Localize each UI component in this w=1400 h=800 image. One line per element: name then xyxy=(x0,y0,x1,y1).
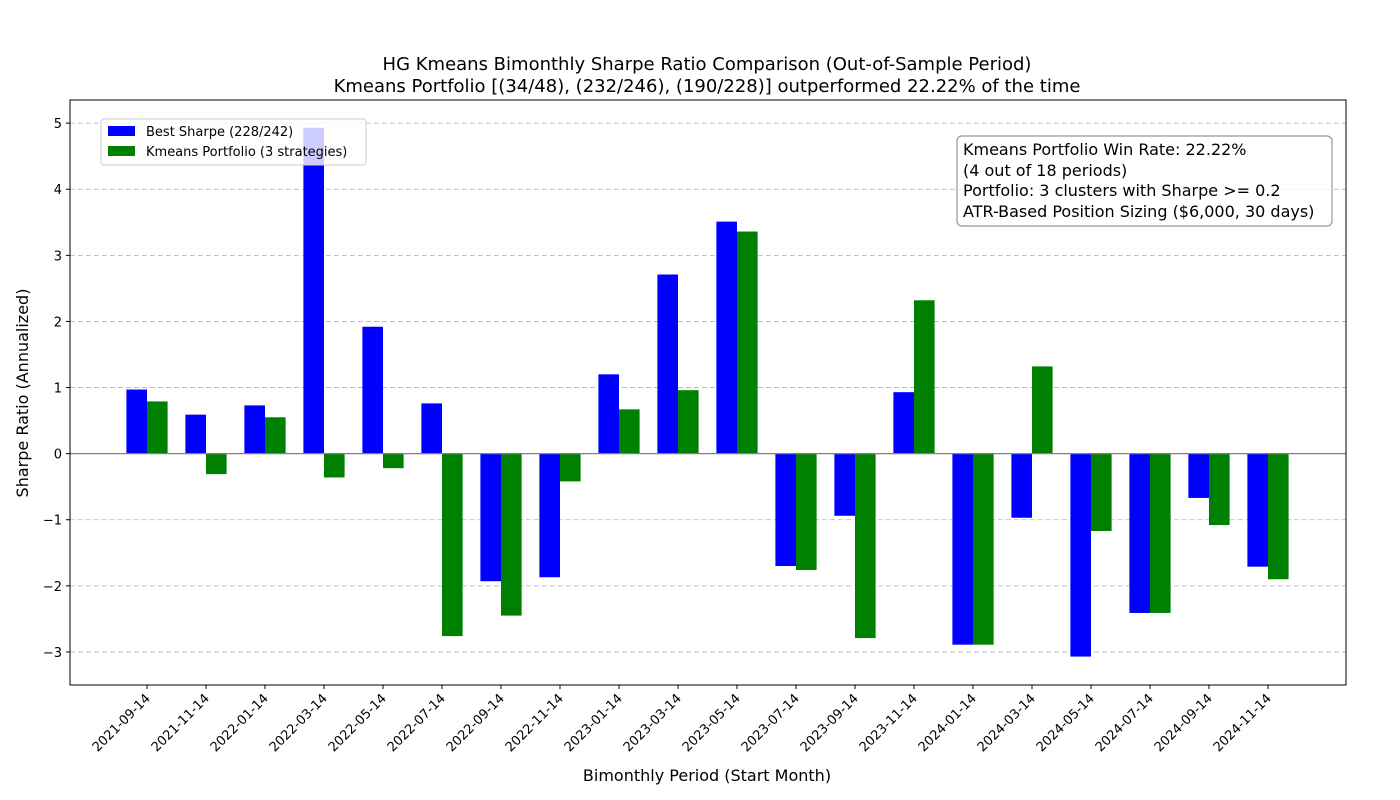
bar-kmeans-portfolio xyxy=(442,453,463,637)
bar-kmeans-portfolio xyxy=(855,453,876,639)
y-tick-label: 0 xyxy=(54,448,62,463)
bar-best-sharpe xyxy=(775,453,796,567)
bar-best-sharpe xyxy=(244,405,265,454)
x-tick-label: 2024-07-14 xyxy=(1093,691,1157,755)
bar-kmeans-portfolio xyxy=(1268,453,1289,580)
bar-best-sharpe xyxy=(421,403,442,454)
legend: Best Sharpe (228/242) Kmeans Portfolio (… xyxy=(100,118,367,166)
bar-kmeans-portfolio xyxy=(1209,453,1230,526)
bar-best-sharpe xyxy=(539,453,560,578)
bar-kmeans-portfolio xyxy=(796,453,817,570)
bar-best-sharpe xyxy=(126,389,147,454)
y-tick-label: 1 xyxy=(54,382,62,397)
x-tick-label: 2024-11-14 xyxy=(1211,691,1275,755)
legend-box xyxy=(100,118,367,166)
legend-label-best-sharpe: Best Sharpe (228/242) xyxy=(146,125,293,140)
info-line-win-rate: Kmeans Portfolio Win Rate: 22.22% xyxy=(963,140,1247,159)
bar-kmeans-portfolio xyxy=(501,453,522,616)
x-tick-label: 2022-11-14 xyxy=(503,691,567,755)
y-axis-label: Sharpe Ratio (Annualized) xyxy=(13,289,32,498)
x-axis: 2021-09-142021-11-142022-01-142022-03-14… xyxy=(90,685,1275,755)
y-tick-label: 3 xyxy=(54,249,62,264)
legend-swatch-kmeans xyxy=(108,146,135,156)
x-tick-label: 2024-03-14 xyxy=(975,691,1039,755)
bar-kmeans-portfolio xyxy=(678,390,699,454)
x-tick-label: 2023-05-14 xyxy=(680,691,744,755)
x-tick-label: 2023-09-14 xyxy=(798,691,862,755)
info-line-periods: (4 out of 18 periods) xyxy=(963,161,1127,180)
x-tick-label: 2023-03-14 xyxy=(621,691,685,755)
legend-swatch-best-sharpe xyxy=(108,126,135,136)
x-tick-label: 2022-09-14 xyxy=(444,691,508,755)
bar-kmeans-portfolio xyxy=(1032,366,1053,454)
bar-kmeans-portfolio xyxy=(383,453,404,469)
bars xyxy=(126,127,1289,657)
bar-kmeans-portfolio xyxy=(737,231,758,454)
plot-frame xyxy=(69,99,1347,686)
y-tick-label: −1 xyxy=(43,514,62,529)
bar-kmeans-portfolio xyxy=(560,453,581,482)
chart-title: HG Kmeans Bimonthly Sharpe Ratio Compari… xyxy=(383,54,1032,75)
bar-kmeans-portfolio xyxy=(147,401,168,454)
x-tick-label: 2024-01-14 xyxy=(916,691,980,755)
bar-best-sharpe xyxy=(657,274,678,454)
bar-best-sharpe xyxy=(893,392,914,454)
bar-best-sharpe xyxy=(1247,453,1268,567)
bar-best-sharpe xyxy=(598,374,619,454)
y-tick-label: −3 xyxy=(43,646,62,661)
bar-kmeans-portfolio xyxy=(324,453,345,478)
chart-subtitle: Kmeans Portfolio [(34/48), (232/246), (1… xyxy=(334,76,1081,97)
bar-best-sharpe xyxy=(834,453,855,516)
bar-best-sharpe xyxy=(1188,453,1209,498)
bar-kmeans-portfolio xyxy=(265,417,286,454)
x-tick-label: 2022-03-14 xyxy=(267,691,331,755)
bar-kmeans-portfolio xyxy=(914,300,935,454)
bar-kmeans-portfolio xyxy=(1091,453,1112,531)
y-tick-label: 4 xyxy=(54,183,62,198)
x-tick-label: 2021-11-14 xyxy=(149,691,213,755)
y-tick-label: 2 xyxy=(54,315,62,330)
bar-kmeans-portfolio xyxy=(973,453,994,645)
legend-label-kmeans: Kmeans Portfolio (3 strategies) xyxy=(146,145,347,160)
bar-best-sharpe xyxy=(1129,453,1150,613)
info-box-frame xyxy=(956,135,1333,227)
bar-best-sharpe xyxy=(1011,453,1032,518)
bar-best-sharpe xyxy=(362,326,383,454)
x-tick-label: 2022-01-14 xyxy=(208,691,272,755)
x-tick-label: 2022-07-14 xyxy=(385,691,449,755)
bar-best-sharpe xyxy=(716,221,737,454)
bar-kmeans-portfolio xyxy=(206,453,227,475)
info-line-sizing: ATR-Based Position Sizing ($6,000, 30 da… xyxy=(963,202,1314,221)
x-tick-label: 2024-09-14 xyxy=(1152,691,1216,755)
bar-best-sharpe xyxy=(480,453,501,582)
x-tick-label: 2021-09-14 xyxy=(90,691,154,755)
bar-kmeans-portfolio xyxy=(619,409,640,454)
info-line-portfolio: Portfolio: 3 clusters with Sharpe >= 0.2 xyxy=(963,181,1281,200)
info-box: Kmeans Portfolio Win Rate: 22.22% (4 out… xyxy=(956,135,1333,227)
x-axis-label: Bimonthly Period (Start Month) xyxy=(583,766,831,785)
bar-kmeans-portfolio xyxy=(1150,453,1171,613)
bar-best-sharpe xyxy=(1070,453,1091,657)
bar-best-sharpe xyxy=(185,414,206,454)
bar-best-sharpe xyxy=(303,127,324,454)
bar-best-sharpe xyxy=(952,453,973,645)
y-tick-label: 5 xyxy=(54,117,62,132)
y-tick-label: −2 xyxy=(43,580,62,595)
x-tick-label: 2023-11-14 xyxy=(857,691,921,755)
x-tick-label: 2023-01-14 xyxy=(562,691,626,755)
x-tick-label: 2022-05-14 xyxy=(326,691,390,755)
x-tick-label: 2023-07-14 xyxy=(739,691,803,755)
x-tick-label: 2024-05-14 xyxy=(1034,691,1098,755)
y-axis: −3 −2 −1 0 1 2 3 4 5 xyxy=(43,117,70,661)
